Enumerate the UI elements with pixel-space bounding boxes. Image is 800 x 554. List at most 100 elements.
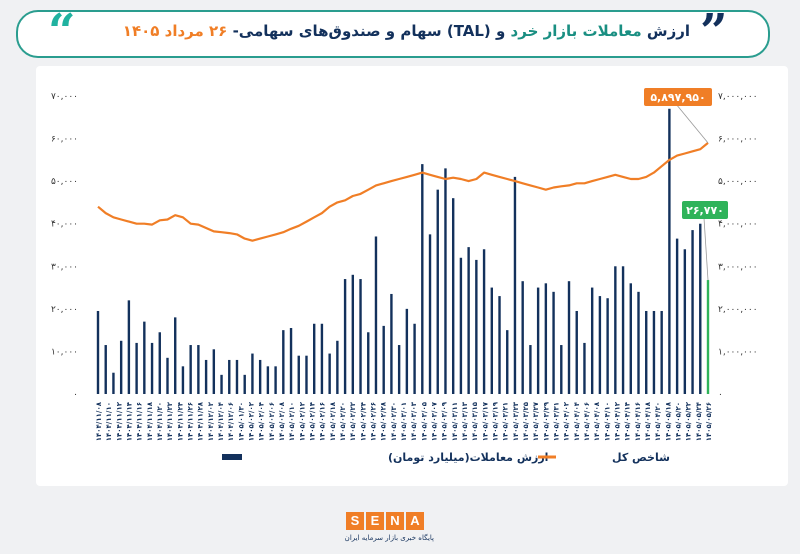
bar (513, 176, 517, 394)
bar (397, 345, 401, 394)
bar (699, 223, 702, 394)
x-tick-label: ۱۴۰۵/۰۲/۱۸ (329, 401, 337, 441)
bar (158, 332, 161, 394)
bar (405, 308, 409, 394)
bar (652, 310, 656, 394)
bar (683, 249, 687, 394)
x-tick-label: ۱۴۰۵/۰۴/۱۶ (634, 402, 642, 441)
bar (181, 366, 185, 394)
y-right-tick-label: ۲,۰۰۰,۰۰۰ (718, 305, 758, 315)
x-tick-label: ۱۴۰۴/۱۱/۱۲ (115, 401, 123, 441)
bar (266, 366, 270, 394)
bar (575, 310, 578, 394)
x-tick-label: ۱۴۰۵/۰۲/۰۲ (248, 401, 256, 441)
y-right-tick-label: ۴,۰۰۰,۰۰۰ (718, 220, 758, 230)
bar (544, 283, 548, 394)
title-part-4: ۲۶ مرداد ۱۴۰۵ (122, 22, 228, 40)
x-tick-label: ۱۴۰۵/۰۵/۲۰ (675, 402, 683, 441)
footer: S E N A پایگاه خبری بازار سرمایه ایران (344, 512, 434, 548)
bar (320, 323, 324, 394)
bar (637, 291, 640, 394)
header-banner (16, 10, 770, 58)
x-tick-label: ۱۴۰۴/۱۱/۲۰ (156, 402, 164, 441)
bar (274, 366, 277, 394)
x-tick-label: ۱۴۰۵/۰۳/۰۵ (420, 401, 428, 441)
bar (328, 353, 331, 394)
bar (444, 168, 447, 394)
bar (490, 287, 493, 394)
bar (282, 330, 285, 394)
bar (166, 357, 169, 394)
x-tick-label: ۱۴۰۵/۰۴/۱۰ (603, 402, 611, 441)
bar (668, 108, 671, 395)
bar (258, 359, 262, 394)
bar (289, 328, 293, 394)
x-tick-label: ۱۴۰۵/۰۳/۱۵ (471, 401, 479, 441)
x-tick-label: ۱۴۰۵/۰۴/۱۲ (614, 401, 622, 441)
x-tick-label: ۱۴۰۵/۰۲/۲۴ (359, 401, 367, 441)
logo-letter: A (406, 512, 424, 530)
y-right-tick-label: ۶,۰۰۰,۰۰۰ (718, 135, 758, 145)
logo-tagline: پایگاه خبری بازار سرمایه ایران (344, 534, 434, 542)
y-right-tick-label: ۱,۰۰۰,۰۰۰ (718, 347, 758, 357)
x-tick-label: ۱۴۰۴/۱۱/۲۸ (197, 401, 205, 441)
x-tick-label: ۱۴۰۵/۰۳/۲۱ (502, 402, 510, 441)
x-tick-label: ۱۴۰۵/۰۲/۱۶ (319, 402, 327, 441)
bar (228, 359, 231, 394)
bar (189, 345, 192, 394)
y-left-tick-label: ۷۰,۰۰۰ (51, 92, 78, 102)
bar (220, 374, 223, 394)
bar (235, 359, 239, 394)
bar (529, 345, 532, 394)
x-tick-label: ۱۴۰۵/۰۳/۰۹ (441, 401, 449, 441)
x-tick-label: ۱۴۰۵/۰۲/۱۰ (288, 402, 296, 441)
x-tick-label: ۱۴۰۵/۰۳/۰۷ (431, 401, 439, 441)
x-tick-label: ۱۴۰۵/۰۳/۱۹ (492, 401, 500, 441)
x-tick-label: ۱۴۰۵/۰۵/۱۸ (664, 401, 672, 441)
bar (498, 296, 501, 394)
title-part-2: معاملات بازار خرد (505, 22, 642, 40)
bar (212, 349, 216, 394)
x-tick-label: ۱۴۰۴/۱۲/۰۴ (217, 401, 225, 441)
chart-card (36, 66, 788, 486)
bar (243, 374, 246, 394)
bar (119, 340, 123, 394)
bar (313, 323, 316, 394)
bar (482, 249, 486, 394)
bar (96, 310, 100, 394)
bar (305, 355, 308, 394)
x-tick-label: ۱۴۰۵/۰۲/۲۲ (349, 401, 357, 441)
bar (421, 164, 424, 394)
x-tick-label: ۱۴۰۴/۱۱/۰۸ (95, 401, 103, 441)
logo-letter: S (346, 512, 364, 530)
callout-value-label: ۲۶,۷۷۰ (686, 204, 724, 217)
y-right-tick-label: ۰ (718, 390, 723, 400)
sena-logo: S E N A (346, 512, 424, 530)
x-tick-label: ۱۴۰۴/۱۱/۲۴ (176, 401, 184, 441)
x-tick-label: ۱۴۰۴/۱۲/۰۲ (207, 401, 215, 441)
bar (143, 321, 146, 394)
legend-bars-label: ارزش معاملات(میلیارد تومان) (388, 451, 548, 464)
bar (150, 342, 154, 394)
x-tick-label: ۱۴۰۵/۰۲/۲۸ (380, 401, 388, 441)
bar (645, 310, 648, 394)
page-title: ارزش معاملات بازار خرد و (TAL) سهام و صن… (123, 22, 690, 40)
bar (351, 274, 355, 394)
callout-value-box (682, 201, 728, 219)
x-tick-label: ۱۴۰۵/۰۴/۰۸ (593, 401, 601, 441)
x-tick-label: ۱۴۰۴/۱۱/۱۰ (105, 402, 113, 441)
x-tick-label: ۱۴۰۵/۰۴/۱۴ (624, 401, 632, 441)
x-tick-label: ۱۴۰۵/۰۳/۲۵ (522, 401, 530, 441)
x-tick-label: ۱۴۰۵/۰۲/۲۰ (339, 402, 347, 441)
x-tick-label: ۱۴۰۵/۰۱/۳۰ (237, 402, 245, 441)
bar (706, 280, 710, 394)
bar (536, 287, 540, 394)
bar (521, 281, 524, 394)
x-tick-label: ۱۴۰۴/۱۱/۲۲ (166, 401, 174, 441)
bar (297, 355, 300, 394)
x-tick-label: ۱۴۰۵/۰۳/۱۷ (481, 401, 489, 441)
x-tick-label: ۱۴۰۵/۰۲/۱۴ (309, 401, 317, 441)
x-tick-label: ۱۴۰۵/۰۴/۲۰ (654, 402, 662, 441)
y-right-tick-label: ۷,۰۰۰,۰۰۰ (718, 92, 758, 102)
